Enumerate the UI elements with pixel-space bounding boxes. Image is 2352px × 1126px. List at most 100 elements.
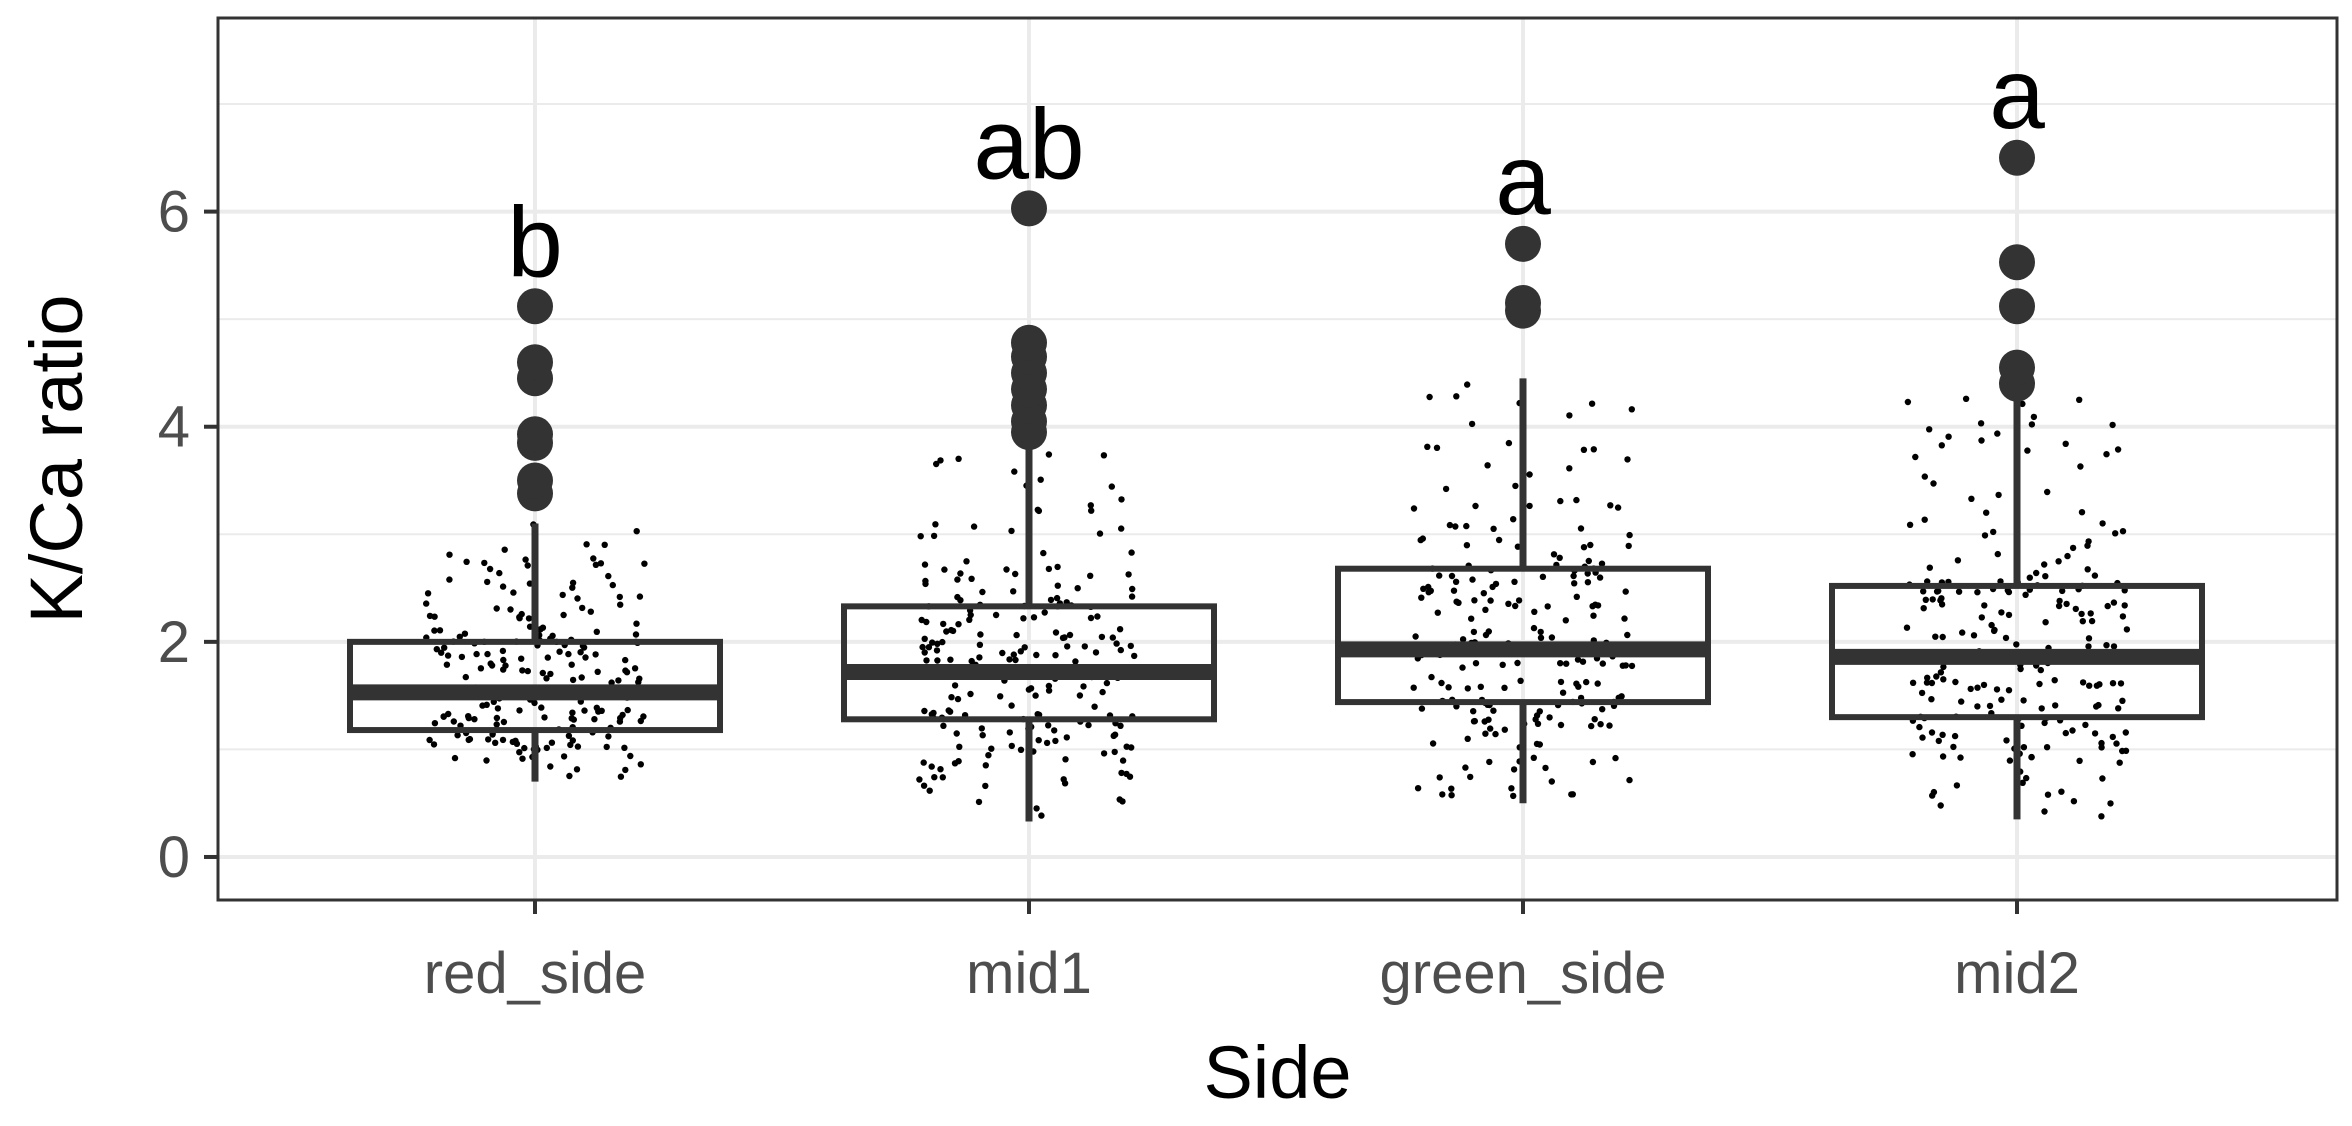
- jitter-point: [1573, 593, 1581, 600]
- jitter-point: [2116, 759, 2123, 766]
- jitter-point: [1467, 773, 1474, 781]
- jitter-point: [1110, 732, 1117, 740]
- jitter-point: [2064, 552, 2071, 560]
- jitter-point: [2085, 643, 2092, 650]
- jitter-point: [581, 707, 588, 714]
- jitter-point: [1035, 737, 1042, 744]
- jitter-point: [493, 605, 500, 612]
- jitter-point: [931, 774, 938, 781]
- jitter-point: [1923, 679, 1931, 686]
- jitter-point: [1940, 676, 1947, 683]
- box-iqr: [1335, 565, 1711, 706]
- jitter-point: [2052, 702, 2059, 709]
- jitter-point: [1995, 491, 2002, 499]
- jitter-point: [2078, 610, 2085, 618]
- jitter-point: [2024, 447, 2031, 454]
- jitter-point: [1040, 549, 1047, 557]
- jitter-point: [1596, 574, 1604, 581]
- jitter-point: [1448, 572, 1456, 580]
- jitter-point: [608, 679, 615, 686]
- jitter-point: [2110, 643, 2118, 650]
- jitter-point: [2104, 602, 2111, 610]
- jitter-point: [916, 776, 923, 783]
- jitter-point: [1577, 525, 1585, 532]
- jitter-point: [1021, 644, 1028, 651]
- jitter-point: [1118, 525, 1125, 532]
- jitter-point: [1131, 652, 1138, 660]
- jitter-point: [2079, 618, 2086, 625]
- jitter-point: [1060, 776, 1067, 783]
- y-tick-label: 2: [158, 610, 190, 675]
- jitter-point: [2091, 730, 2099, 737]
- jitter-point: [1003, 566, 1010, 573]
- jitter-point: [622, 766, 629, 774]
- jitter-point: [1978, 614, 1986, 621]
- jitter-point: [1932, 633, 1939, 640]
- jitter-point: [1116, 626, 1124, 633]
- jitter-point: [1929, 596, 1936, 603]
- box-green_side: [1335, 378, 1711, 804]
- outlier-point: [517, 344, 553, 381]
- jitter-point: [1011, 468, 1018, 475]
- jitter-point: [616, 718, 624, 725]
- jitter-point: [1492, 730, 1499, 738]
- jitter-point: [2022, 591, 2029, 598]
- jitter-point: [1455, 599, 1462, 606]
- jitter-point: [1977, 420, 1985, 427]
- jitter-point: [1626, 776, 1633, 784]
- jitter-point: [605, 572, 612, 580]
- jitter-point: [1490, 707, 1497, 714]
- jitter-point: [500, 656, 507, 664]
- jitter-point: [1446, 521, 1454, 529]
- jitter-point: [1955, 588, 1963, 595]
- jitter-point: [621, 744, 628, 751]
- jitter-point: [1537, 628, 1544, 636]
- jitter-point: [510, 589, 517, 596]
- jitter-point: [1585, 557, 1593, 565]
- jitter-point: [2017, 665, 2024, 673]
- jitter-point: [968, 575, 975, 582]
- jitter-point: [957, 597, 964, 604]
- jitter-point: [436, 627, 444, 634]
- jitter-point: [979, 588, 986, 596]
- jitter-point: [1429, 740, 1437, 747]
- jitter-point: [2006, 757, 2014, 764]
- jitter-point: [2003, 737, 2010, 744]
- jitter-point: [1128, 593, 1136, 600]
- jitter-point: [1550, 551, 1558, 558]
- jitter-point: [2028, 421, 2036, 428]
- y-tick-label: 4: [158, 395, 190, 460]
- jitter-point: [926, 787, 933, 794]
- jitter-point: [516, 707, 523, 714]
- jitter-point: [1958, 698, 1965, 705]
- jitter-point: [1030, 614, 1038, 621]
- jitter-point: [948, 626, 955, 634]
- jitter-point: [465, 713, 472, 720]
- jitter-point: [483, 757, 490, 764]
- jitter-point: [930, 532, 938, 540]
- jitter-point: [479, 702, 486, 709]
- jitter-point: [2058, 788, 2065, 795]
- jitter-point: [1410, 684, 1417, 691]
- jitter-point: [1566, 465, 1573, 472]
- jitter-point: [1462, 764, 1469, 771]
- jitter-point: [1510, 766, 1518, 773]
- jitter-point: [963, 558, 970, 565]
- jitter-point: [518, 655, 525, 662]
- jitter-point: [970, 523, 978, 530]
- jitter-point: [501, 546, 508, 553]
- jitter-point: [2030, 413, 2038, 421]
- jitter-point: [456, 633, 463, 640]
- jitter-point: [500, 718, 508, 726]
- jitter-point: [1537, 634, 1545, 641]
- jitter-point: [1580, 544, 1588, 551]
- jitter-point: [2113, 740, 2120, 747]
- jitter-point: [1013, 631, 1020, 639]
- jitter-point: [1045, 682, 1053, 690]
- jitter-point: [1438, 679, 1445, 687]
- jitter-point: [507, 606, 514, 613]
- jitter-point: [559, 591, 566, 599]
